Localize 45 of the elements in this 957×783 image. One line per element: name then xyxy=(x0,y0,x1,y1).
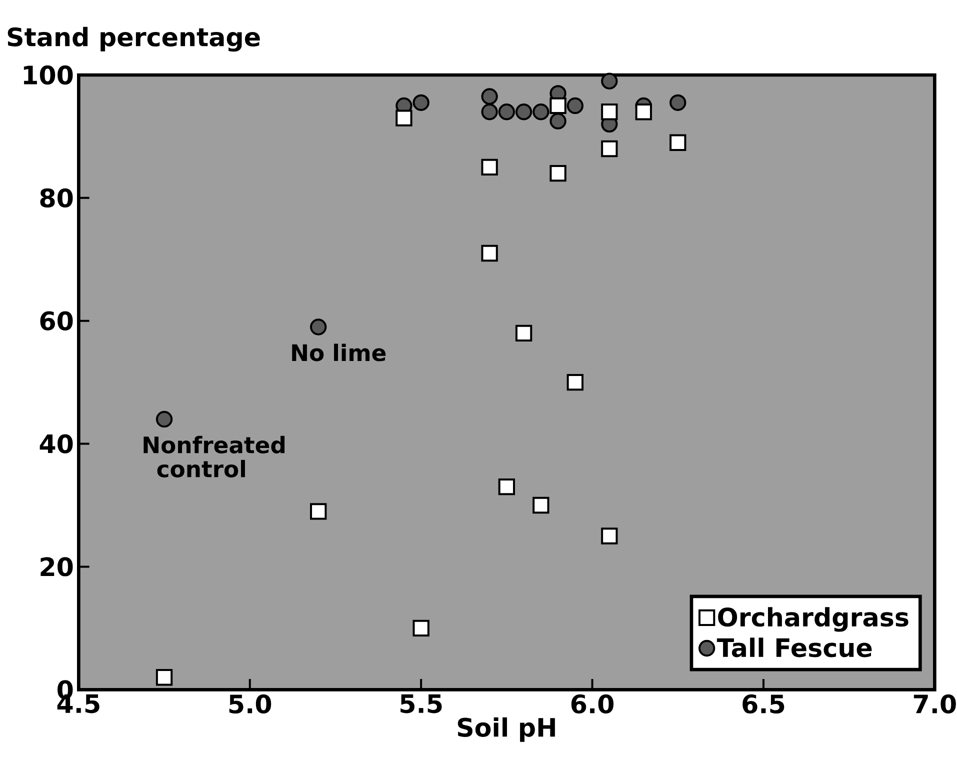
y-tick-label: 40 xyxy=(40,434,73,454)
point xyxy=(412,94,430,111)
point xyxy=(310,503,327,520)
point xyxy=(481,158,498,176)
x-tick-label: 6.5 xyxy=(742,694,784,714)
y-tick-label: 100 xyxy=(24,65,73,85)
point xyxy=(498,478,515,496)
point xyxy=(532,496,550,514)
annotation: No lime xyxy=(292,344,386,362)
x-axis-title: Soil pH xyxy=(458,717,555,742)
point xyxy=(601,528,618,544)
point xyxy=(601,140,618,158)
point xyxy=(566,374,584,391)
point xyxy=(515,104,532,120)
point xyxy=(498,104,515,120)
point xyxy=(550,112,566,130)
point xyxy=(396,110,412,126)
point xyxy=(601,72,618,90)
legend-label: Orchardgrass xyxy=(718,607,908,632)
point xyxy=(412,620,430,637)
x-tick-label: 7.0 xyxy=(914,694,956,714)
point xyxy=(601,104,618,120)
point xyxy=(670,94,686,111)
x-tick-label: 5.0 xyxy=(229,694,272,714)
point xyxy=(566,97,584,114)
point xyxy=(310,318,327,336)
point xyxy=(550,97,566,114)
point xyxy=(670,134,686,151)
legend-label: Tall Fescue xyxy=(716,638,872,658)
point xyxy=(532,104,550,120)
point xyxy=(635,104,652,120)
point xyxy=(481,88,498,105)
y-tick-label: 20 xyxy=(40,557,73,576)
x-tick-label: 6.0 xyxy=(571,694,614,714)
point xyxy=(156,669,173,686)
point xyxy=(481,244,498,262)
point xyxy=(515,324,532,342)
point xyxy=(481,104,498,120)
x-tick-label: 5.5 xyxy=(400,694,442,714)
point xyxy=(550,165,566,182)
y-axis-title: Stand percentage xyxy=(8,26,260,52)
y-tick-label: 60 xyxy=(40,311,73,330)
y-tick-label: 80 xyxy=(40,188,73,208)
point xyxy=(156,410,173,428)
annotation: Nonfreated control xyxy=(144,436,285,478)
